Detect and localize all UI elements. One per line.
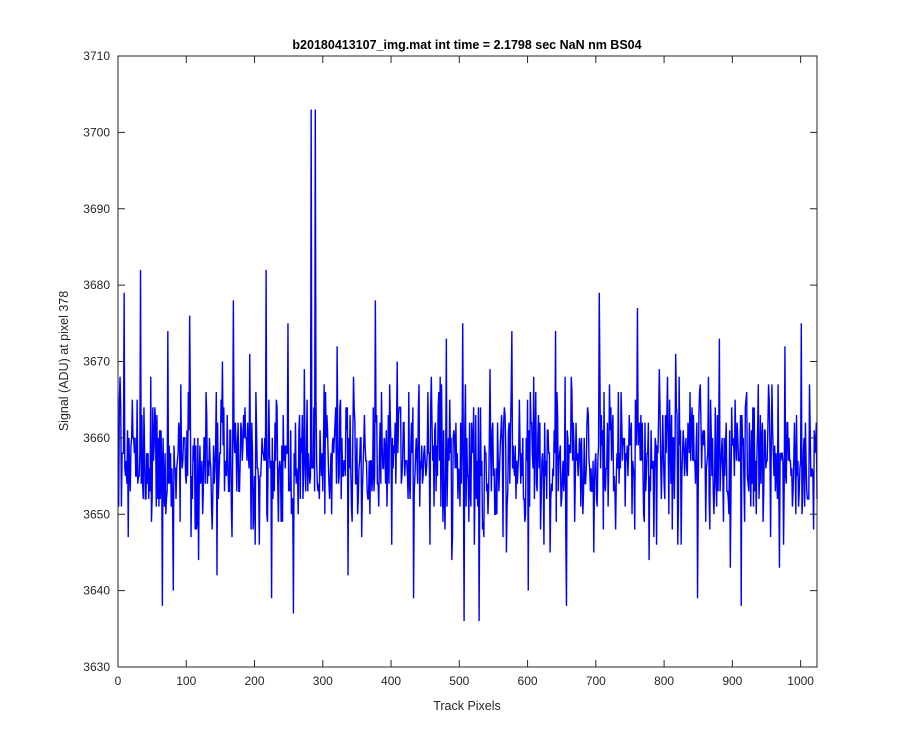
x-tick-label: 400 xyxy=(381,674,401,688)
y-tick-label: 3630 xyxy=(83,660,110,674)
y-axis-label: Signal (ADU) at pixel 378 xyxy=(57,291,71,431)
x-tick-label: 100 xyxy=(176,674,196,688)
y-tick-label: 3650 xyxy=(83,507,110,521)
y-tick-label: 3640 xyxy=(83,584,110,598)
y-tick-label: 3660 xyxy=(83,431,110,445)
axes-background xyxy=(118,56,817,667)
x-tick-label: 300 xyxy=(313,674,333,688)
series-layer xyxy=(117,109,818,622)
chart-title: b20180413107_img.mat int time = 2.1798 s… xyxy=(292,38,641,52)
x-axis: 0 100 200 300 400 500 600 700 800 900 1000 xyxy=(115,56,814,688)
x-tick-label: 600 xyxy=(518,674,538,688)
y-tick-label: 3680 xyxy=(83,278,110,292)
y-axis: 3630 3640 3650 3660 3670 3680 3690 3700 3710 xyxy=(83,49,817,674)
x-tick-label: 900 xyxy=(722,674,742,688)
x-tick-label: 700 xyxy=(586,674,606,688)
x-tick-label: 200 xyxy=(245,674,265,688)
x-tick-label: 1000 xyxy=(787,674,814,688)
x-axis-label: Track Pixels xyxy=(433,699,501,713)
x-tick-label: 500 xyxy=(449,674,469,688)
y-tick-label: 3710 xyxy=(83,49,110,63)
y-tick-label: 3700 xyxy=(83,125,110,139)
y-tick-label: 3690 xyxy=(83,202,110,216)
x-tick-label: 800 xyxy=(654,674,674,688)
y-tick-label: 3670 xyxy=(83,355,110,369)
signal-series-line xyxy=(117,109,818,622)
x-tick-label: 0 xyxy=(115,674,122,688)
